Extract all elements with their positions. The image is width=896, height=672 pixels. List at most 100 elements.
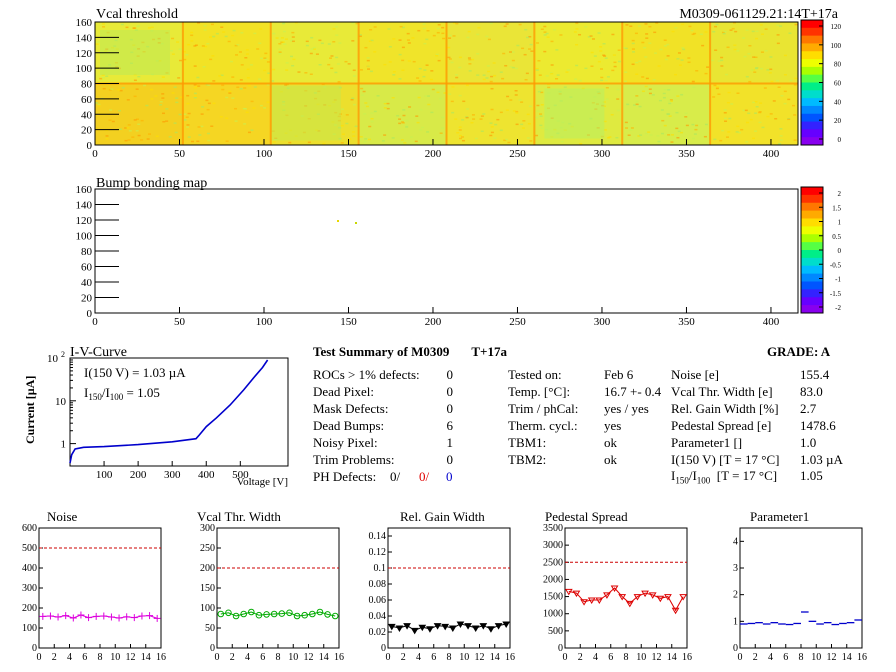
- iv-curve-plot: I-V-Curve Current [µA] Voltage [V] I(150…: [23, 345, 289, 488]
- pixel-speckle: [516, 44, 520, 47]
- pixel-speckle: [212, 102, 216, 105]
- pixel-speckle: [161, 93, 165, 95]
- pixel-speckle: [743, 55, 747, 58]
- pixel-speckle: [292, 58, 296, 61]
- pixel-speckle: [692, 137, 696, 140]
- pixel-speckle: [494, 123, 498, 126]
- pixel-speckle: [194, 95, 198, 97]
- pixel-speckle: [358, 139, 362, 141]
- pixel-speckle: [745, 29, 749, 31]
- chart-y-tick-label: 0: [32, 643, 37, 654]
- pixel-speckle: [101, 74, 105, 76]
- pixel-speckle: [553, 29, 557, 31]
- chart-y-tick-label: 1000: [543, 609, 563, 620]
- pixel-speckle: [228, 92, 232, 94]
- pixel-speckle: [448, 93, 452, 95]
- palette-band: [801, 27, 823, 37]
- pixel-speckle: [175, 97, 179, 99]
- palette-band: [801, 297, 823, 306]
- pixel-speckle: [509, 51, 513, 53]
- palette-band: [801, 82, 823, 91]
- chart-point: [278, 610, 286, 617]
- pixel-speckle: [133, 119, 137, 121]
- pixel-speckle: [493, 137, 497, 139]
- pixel-speckle: [600, 68, 604, 70]
- pixel-speckle: [726, 46, 730, 49]
- chart-x-tick-label: 2: [401, 652, 406, 663]
- pixel-speckle: [461, 139, 465, 142]
- pixel-speckle: [555, 77, 559, 80]
- pixel-speckle: [546, 36, 550, 38]
- x-tick-label: 100: [256, 148, 273, 160]
- palette-band: [801, 59, 823, 68]
- pixel-speckle: [624, 71, 628, 73]
- iv-y-top-exp: 2: [61, 350, 65, 359]
- pixel-speckle: [539, 115, 543, 117]
- left-row-value: 0: [446, 452, 454, 467]
- pixel-speckle: [381, 140, 385, 142]
- pixel-speckle: [332, 28, 336, 30]
- pixel-speckle: [190, 40, 194, 42]
- pixel-speckle: [392, 70, 396, 73]
- pixel-speckle: [479, 118, 483, 120]
- chart-y-tick-label: 100: [200, 603, 215, 614]
- pixel-speckle: [365, 105, 369, 108]
- pixel-speckle: [352, 69, 356, 72]
- pixel-speckle: [201, 45, 205, 47]
- pixel-speckle: [747, 112, 751, 115]
- pixel-speckle: [736, 92, 740, 94]
- pixel-speckle: [452, 22, 456, 24]
- pixel-speckle: [201, 106, 205, 108]
- chart-x-tick-label: 16: [857, 652, 867, 663]
- pixel-speckle: [366, 59, 370, 62]
- pixel-speckle: [417, 29, 421, 32]
- pixel-speckle: [187, 43, 191, 46]
- pixel-speckle: [618, 60, 622, 63]
- pixel-speckle: [575, 43, 579, 46]
- pixel-speckle: [512, 110, 516, 112]
- pixel-speckle: [436, 31, 440, 34]
- pixel-speckle: [611, 69, 615, 72]
- pixel-speckle: [207, 84, 211, 87]
- pixel-speckle: [247, 131, 251, 134]
- pixel-speckle: [185, 116, 189, 118]
- pixel-speckle: [278, 51, 282, 53]
- pixel-speckle: [751, 30, 755, 33]
- chart-y-tick-label: 0.06: [369, 595, 387, 606]
- pixel-speckle: [536, 104, 540, 107]
- pixel-speckle: [355, 22, 359, 25]
- pixel-speckle: [466, 108, 470, 110]
- pixel-speckle: [426, 29, 430, 32]
- pixel-speckle: [364, 102, 368, 104]
- pixel-speckle: [185, 53, 189, 56]
- x-tick-label: 400: [763, 148, 780, 160]
- pixel-speckle: [147, 133, 151, 135]
- pixel-speckle: [360, 87, 364, 90]
- chart-point: [610, 585, 619, 592]
- pixel-speckle: [272, 32, 276, 35]
- pixel-speckle: [793, 84, 797, 86]
- pixel-speckle: [691, 80, 695, 83]
- roc-cell: [534, 22, 623, 84]
- chart-point: [448, 625, 457, 632]
- pixel-speckle: [710, 59, 714, 62]
- pixel-speckle: [605, 98, 609, 100]
- pixel-speckle: [369, 70, 373, 73]
- pixel-speckle: [695, 69, 699, 72]
- pixel-speckle: [418, 80, 422, 82]
- pixel-speckle: [203, 29, 207, 31]
- pixel-speckle: [327, 43, 331, 45]
- pixel-speckle: [691, 123, 695, 126]
- pixel-speckle: [714, 25, 718, 28]
- pixel-speckle: [205, 99, 209, 102]
- pixel-speckle: [754, 100, 758, 103]
- mid-row-label: Tested on:: [508, 367, 562, 382]
- pixel-speckle: [637, 135, 641, 137]
- pixel-speckle: [359, 136, 363, 138]
- roc-cell: [446, 22, 535, 84]
- pixel-speckle: [441, 26, 445, 29]
- pixel-speckle: [423, 42, 427, 45]
- pixel-speckle: [754, 112, 758, 114]
- pixel-speckle: [162, 112, 166, 115]
- left-row-value: 6: [446, 418, 454, 433]
